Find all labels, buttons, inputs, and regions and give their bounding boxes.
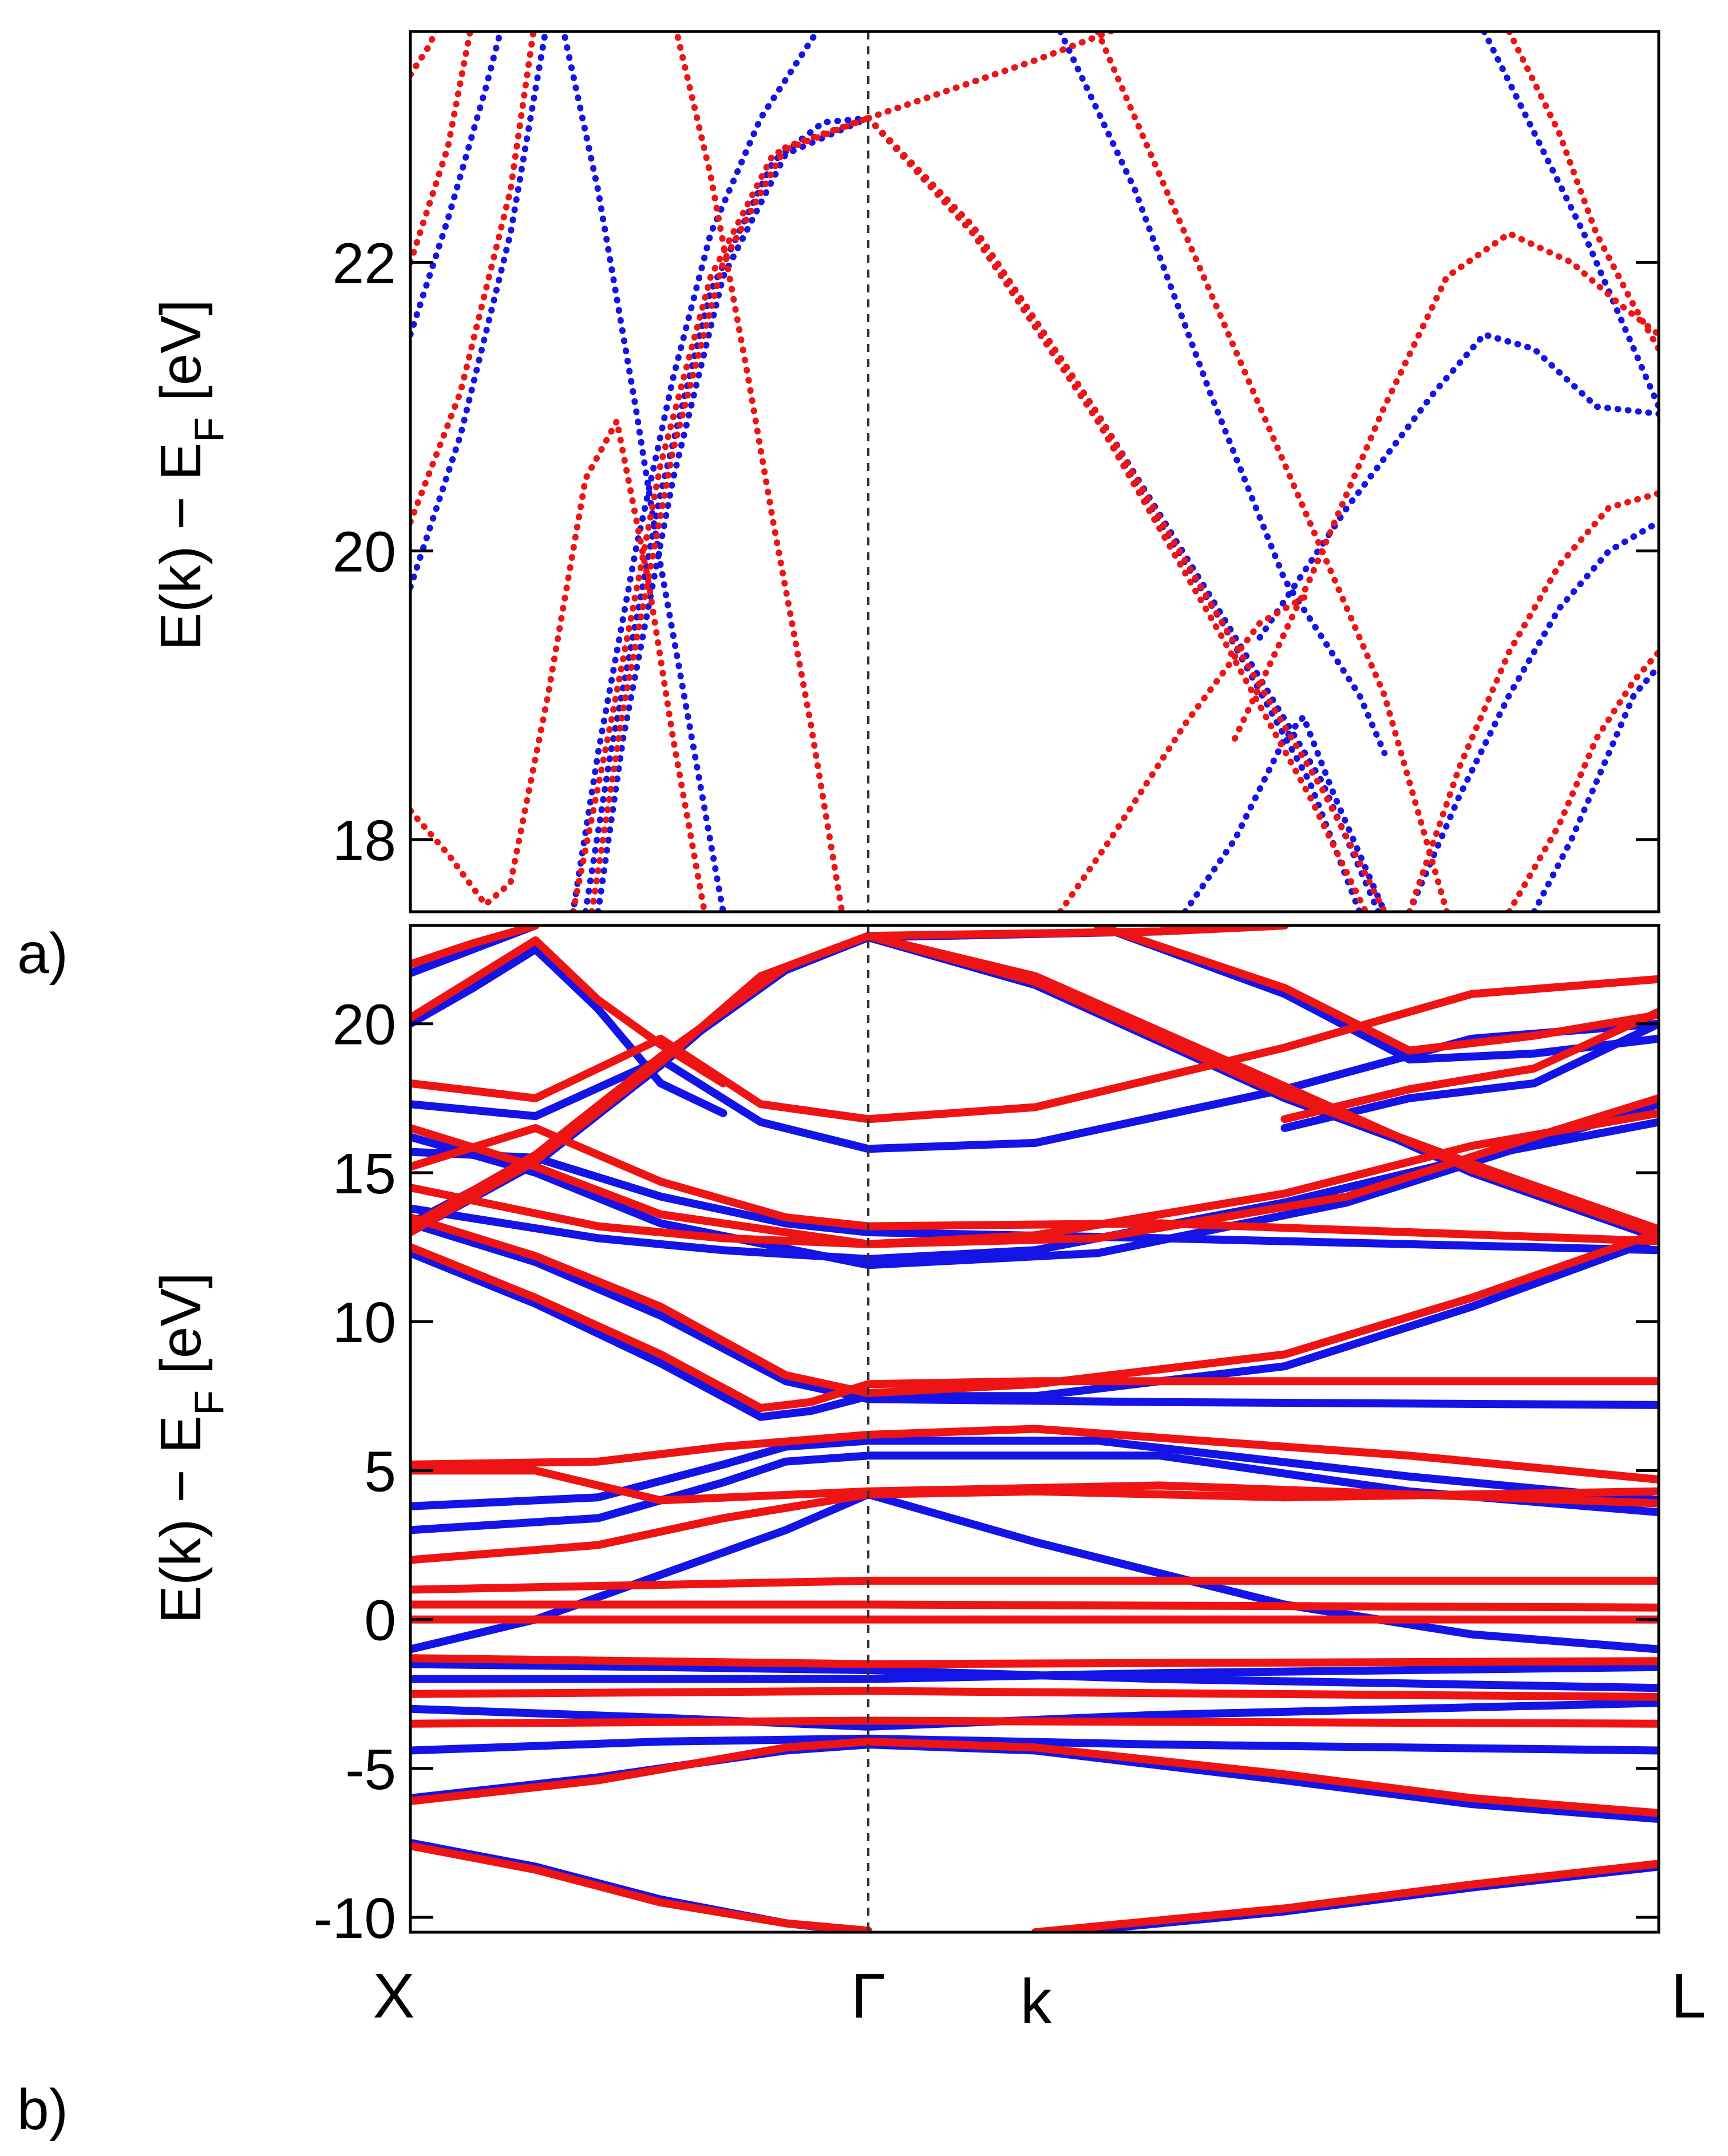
- panel-b-band-blue-16: [410, 945, 727, 1117]
- panel-a-band-blue-1: [410, 31, 549, 591]
- panel-b: -10 -5 0 5 10 15 20 E(k) − EF [eV] X Γ L k b): [17, 924, 1706, 2142]
- panel-b-band-blue-13: [410, 1100, 1659, 1269]
- panel-b-ytick-label: 10: [333, 1291, 396, 1355]
- panel-a-band-red-7: [865, 114, 1369, 912]
- panel-b-band-red-11: [410, 1466, 1659, 1508]
- panel-a-band-red-1: [410, 31, 474, 266]
- panel-a-band-red-11: [1057, 591, 1313, 912]
- panel-b-label: b): [17, 2078, 68, 2142]
- panel-a-band-blue-4: [570, 31, 821, 912]
- panel-b-band-red-0: [410, 1842, 872, 1932]
- panel-a-band-blue-0: [410, 31, 504, 338]
- panel-b-band-red-1: [1031, 1860, 1659, 1932]
- panel-b-band-red-23: [1093, 925, 1659, 1055]
- kpoint-label-L: L: [1671, 1961, 1706, 2031]
- panel-b-band-blue-5: [410, 1663, 1659, 1683]
- panel-b-band-red-16: [410, 1124, 1659, 1245]
- panel-b-yticks: -10 -5 0 5 10 15 20: [313, 993, 1659, 1951]
- panel-b-band-red-3: [410, 1716, 1659, 1728]
- panel-a-band-red-4: [570, 114, 872, 912]
- panel-a-ytick-label: 18: [333, 809, 396, 873]
- panel-a-band-blue-3: [595, 114, 872, 912]
- panel-a-band-blue-13: [1406, 519, 1659, 912]
- panel-b-band-red-5: [410, 1654, 1659, 1668]
- panel-a-bands: [410, 31, 1659, 912]
- panel-b-band-blue-4: [410, 1699, 1659, 1731]
- panel-b-bands: [410, 925, 1659, 1932]
- panel-a: 18 20 22 E(k) − EF [eV] a): [17, 30, 1660, 986]
- panel-a-band-red-6: [673, 31, 845, 912]
- panel-b-ytick-label: 5: [364, 1439, 396, 1504]
- panel-b-ytick-label: -10: [313, 1886, 396, 1951]
- panel-b-ytick-label: 0: [364, 1589, 396, 1653]
- panel-b-ytick-label: -5: [345, 1738, 396, 1802]
- panel-b-band-red-19: [410, 925, 540, 968]
- panel-a-band-red-9: [865, 31, 1119, 121]
- panel-a-band-blue-12: [1256, 331, 1659, 641]
- panel-b-band-red-15: [410, 1094, 1659, 1248]
- panel-a-band-red-14: [1406, 490, 1659, 912]
- x-axis-title: k: [1021, 1967, 1053, 2037]
- kpoint-label-Gamma: Γ: [851, 1961, 886, 2031]
- panel-a-band-red-3: [410, 418, 708, 912]
- panel-a-band-blue-5: [560, 31, 726, 912]
- panel-b-band-blue-11: [410, 1219, 1659, 1409]
- panel-a-ytick-label: 20: [333, 520, 396, 584]
- panel-b-band-blue-10: [410, 1234, 1659, 1421]
- panel-b-ytick-label: 15: [333, 1142, 396, 1206]
- panel-a-ylabel: E(k) − EF [eV]: [149, 299, 232, 651]
- panel-a-band-red-13: [1231, 230, 1659, 742]
- panel-b-band-red-4: [410, 1687, 1659, 1701]
- panel-a-band-red-5: [588, 114, 872, 912]
- panel-b-ytick-label: 20: [333, 993, 396, 1057]
- panel-a-band-blue-14: [1531, 663, 1659, 912]
- panel-b-band-red-24: [1280, 1007, 1659, 1124]
- kpoint-label-X: X: [373, 1961, 414, 2031]
- panel-b-band-red-7: [410, 1600, 1659, 1612]
- panel-a-band-red-2: [410, 31, 537, 525]
- panel-a-yticks: 18 20 22: [333, 231, 1659, 873]
- panel-b-ylabel: E(k) − EF [eV]: [149, 1272, 232, 1624]
- panel-a-ytick-label: 22: [333, 231, 396, 295]
- panel-a-band-red-8: [865, 114, 1388, 912]
- panel-a-label: a): [17, 921, 68, 986]
- panel-b-band-red-22: [864, 925, 1289, 940]
- panel-b-band-blue-8: [410, 1451, 1659, 1534]
- panel-a-band-blue-11: [1481, 31, 1659, 410]
- panel-a-band-red-0: [410, 31, 439, 78]
- panel-a-frame: [409, 30, 1660, 913]
- panel-b-band-red-2: [410, 1737, 1659, 1817]
- panel-a-band-blue-9: [1057, 31, 1388, 757]
- panel-a-band-blue-10: [1181, 714, 1388, 912]
- panel-b-frame: [409, 924, 1660, 1934]
- panel-a-band-blue-6: [865, 114, 1363, 912]
- panel-a-band-red-15: [1506, 648, 1659, 912]
